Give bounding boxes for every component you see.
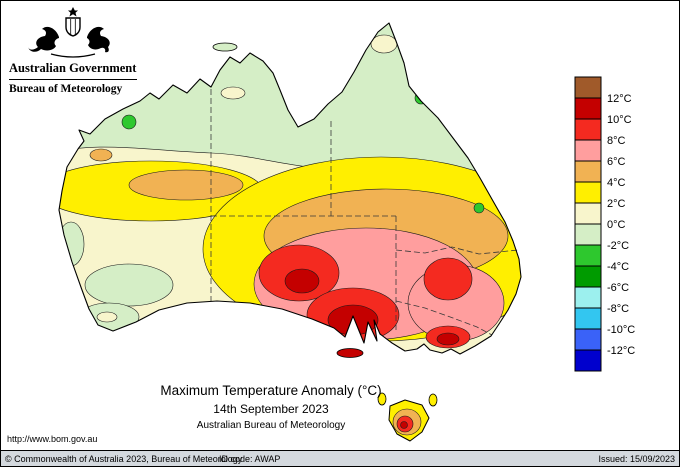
legend-label: -8°C <box>607 303 629 315</box>
anomaly-region-tas-darkred <box>400 421 408 429</box>
anomaly-region-palegreen-sw-1 <box>84 263 174 307</box>
legend-label: 2°C <box>607 198 626 210</box>
anomaly-region-green-neqld <box>414 91 428 105</box>
crest-scroll <box>50 53 96 58</box>
crest-shield-stripes <box>70 19 76 35</box>
anomaly-region-darkred-2 <box>327 304 379 336</box>
legend-label: -10°C <box>607 324 635 336</box>
legend-label: 10°C <box>607 114 632 126</box>
legend-colorbar: 12°C 10°C 8°C 6°C 4°C 2°C 0°C -2°C -4°C … <box>574 76 635 372</box>
legend-swatch <box>574 160 602 183</box>
anomaly-region-darkred-3 <box>436 332 460 346</box>
legend-swatch <box>574 202 602 225</box>
bureau-title: Bureau of Meteorology <box>9 83 123 95</box>
anomaly-region-palegreen-eastcoast-1 <box>503 140 521 212</box>
anomaly-region-orange-spot-west <box>89 148 113 162</box>
anomaly-region-cream-north-1 <box>260 38 306 56</box>
legend-label: 6°C <box>607 156 626 168</box>
legend-label: -2°C <box>607 240 629 252</box>
footer-copyright: © Commonwealth of Australia 2023, Bureau… <box>5 453 243 464</box>
footer-bar: © Commonwealth of Australia 2023, Bureau… <box>1 450 679 466</box>
anomaly-region-red-3 <box>423 257 473 301</box>
melville-island <box>212 42 238 52</box>
map-date: 14th September 2023 <box>213 402 329 416</box>
border-qld-nsw <box>395 246 519 255</box>
legend-swatch <box>574 286 602 309</box>
legend-swatch <box>574 223 602 246</box>
map-captions: Maximum Temperature Anomaly (°C) 14th Se… <box>111 383 431 431</box>
government-title: Australian Government <box>9 61 137 75</box>
anomaly-region-cream-sw-pocket <box>96 311 118 323</box>
legend-label: -12°C <box>607 345 635 357</box>
map-org: Australian Bureau of Meteorology <box>196 420 346 431</box>
legend-swatch <box>574 139 602 162</box>
crest-shield <box>65 17 81 37</box>
king-island <box>377 392 387 406</box>
state-borders <box>210 89 519 336</box>
legend-swatch <box>574 307 602 330</box>
anomaly-region-palegreen-eastcoast-2 <box>485 134 511 172</box>
header-divider <box>9 79 137 80</box>
anomaly-region-orange-west <box>128 169 244 201</box>
legend-swatch <box>574 97 602 120</box>
coat-of-arms-icon <box>28 7 110 58</box>
legend-swatch <box>574 118 602 141</box>
crest-kangaroo <box>28 26 59 52</box>
footer-issued: Issued: 15/09/2023 <box>598 453 675 464</box>
crest-star <box>68 7 78 17</box>
legend-label: 12°C <box>607 93 632 105</box>
crest-emu <box>87 26 110 53</box>
tasmania-outline <box>388 399 430 442</box>
legend-swatch <box>574 328 602 351</box>
legend-swatch <box>574 181 602 204</box>
anomaly-region-darkred-1 <box>284 268 320 294</box>
bom-url: http://www.bom.gov.au <box>7 434 98 444</box>
anomaly-region-cream-north-3 <box>283 80 319 96</box>
legend-swatch <box>574 349 602 372</box>
legend-swatch <box>574 76 602 99</box>
australia-outline <box>58 22 522 355</box>
legend-swatch <box>574 265 602 288</box>
footer-id-code: ID code: AWAP <box>219 453 281 464</box>
legend-label: 4°C <box>607 177 626 189</box>
legend-label: -4°C <box>607 261 629 273</box>
kangaroo-island <box>336 348 364 358</box>
legend-label: 0°C <box>607 219 626 231</box>
anomaly-region-cream-north-4 <box>220 86 246 100</box>
anomaly-region-green-kimberley <box>121 114 137 130</box>
legend-label: 8°C <box>607 135 626 147</box>
legend-swatch <box>574 244 602 267</box>
map-title: Maximum Temperature Anomaly (°C) <box>160 383 382 398</box>
border-nsw-vic <box>395 300 493 336</box>
anomaly-region-cream-north-2 <box>370 34 398 54</box>
anomaly-region-green-eastcoast <box>473 202 485 214</box>
flinders-island <box>428 393 438 407</box>
legend-label: -6°C <box>607 282 629 294</box>
agency-header: Australian Government Bureau of Meteorol… <box>9 5 137 95</box>
